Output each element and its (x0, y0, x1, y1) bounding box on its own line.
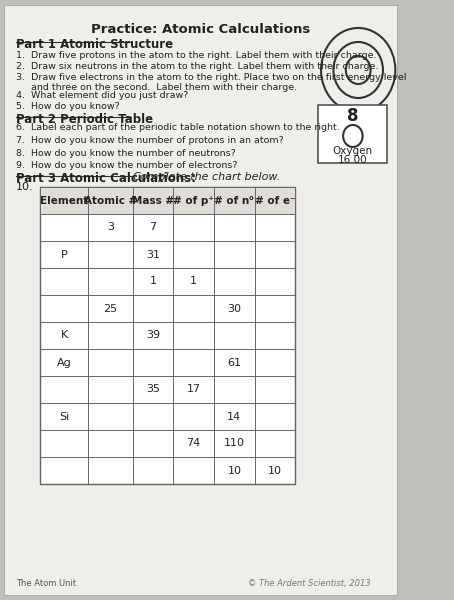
Text: 1: 1 (190, 277, 197, 286)
FancyBboxPatch shape (318, 105, 387, 163)
Text: 10: 10 (268, 466, 282, 475)
Text: 4.  What element did you just draw?: 4. What element did you just draw? (16, 91, 188, 100)
FancyBboxPatch shape (40, 187, 296, 484)
Text: Oxygen: Oxygen (333, 146, 373, 156)
Text: Atomic #: Atomic # (84, 196, 137, 205)
Text: Mass #: Mass # (132, 196, 174, 205)
Text: 16.00: 16.00 (338, 155, 368, 165)
Text: 8.  How do you know the number of neutrons?: 8. How do you know the number of neutron… (16, 149, 236, 158)
Text: 110: 110 (224, 439, 245, 449)
Text: 74: 74 (187, 439, 201, 449)
Text: Practice: Atomic Calculations: Practice: Atomic Calculations (91, 23, 311, 36)
Text: K: K (60, 331, 68, 340)
Text: 7.  How do you know the number of protons in an atom?: 7. How do you know the number of protons… (16, 136, 284, 145)
Text: Part 3 Atomic Calculations:: Part 3 Atomic Calculations: (16, 172, 200, 185)
Text: 31: 31 (146, 250, 160, 259)
Text: 30: 30 (227, 304, 242, 313)
FancyBboxPatch shape (5, 5, 397, 595)
Text: 5.  How do you know?: 5. How do you know? (16, 102, 120, 111)
Text: 3: 3 (107, 223, 114, 232)
Text: 25: 25 (104, 304, 118, 313)
Text: 10: 10 (227, 466, 242, 475)
Text: Si: Si (59, 412, 69, 421)
Text: 6.  Label each part of the periodic table notation shown to the right.: 6. Label each part of the periodic table… (16, 123, 340, 132)
Text: 10.: 10. (16, 182, 34, 192)
Text: 7: 7 (149, 223, 157, 232)
Text: # of n⁰: # of n⁰ (214, 196, 254, 205)
Text: P: P (61, 250, 68, 259)
Text: The Atom Unit: The Atom Unit (16, 579, 76, 588)
Text: Element: Element (40, 196, 88, 205)
Text: 3.  Draw five electrons in the atom to the right. Place two on the first energy : 3. Draw five electrons in the atom to th… (16, 73, 406, 92)
Text: # of p⁺: # of p⁺ (173, 196, 214, 205)
Text: Ag: Ag (57, 358, 71, 367)
Text: 9.  How do you know the number of electrons?: 9. How do you know the number of electro… (16, 161, 237, 170)
Text: 8: 8 (347, 107, 359, 125)
Text: # of e⁻: # of e⁻ (255, 196, 295, 205)
Text: 2.  Draw six neutrons in the atom to the right. Label them with their charge.: 2. Draw six neutrons in the atom to the … (16, 62, 378, 71)
Text: 35: 35 (146, 385, 160, 395)
Text: 1: 1 (149, 277, 157, 286)
FancyBboxPatch shape (40, 187, 296, 214)
Text: 14: 14 (227, 412, 242, 421)
Text: Part 1 Atomic Structure: Part 1 Atomic Structure (16, 38, 173, 51)
Text: © The Ardent Scientist, 2013: © The Ardent Scientist, 2013 (247, 579, 370, 588)
Text: 17: 17 (187, 385, 201, 395)
Text: 39: 39 (146, 331, 160, 340)
Text: Part 2 Periodic Table: Part 2 Periodic Table (16, 113, 153, 126)
Text: 61: 61 (227, 358, 242, 367)
Text: 1.  Draw five protons in the atom to the right. Label them with their charge.: 1. Draw five protons in the atom to the … (16, 51, 376, 60)
Text: Complete the chart below.: Complete the chart below. (133, 172, 280, 182)
